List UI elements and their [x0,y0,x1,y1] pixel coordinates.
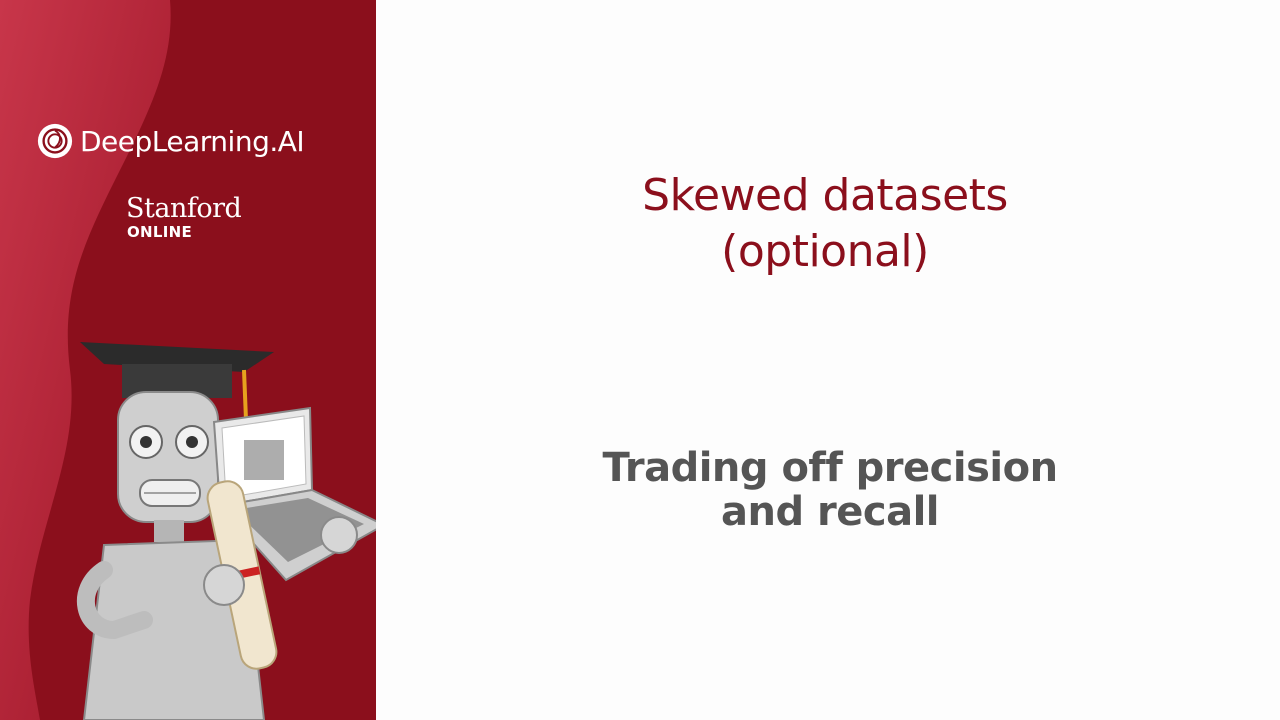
slide-subtitle: Trading off precision and recall [520,446,1140,534]
graduate-robot-with-laptop-icon [77,342,376,720]
slide-title: Skewed datasets (optional) [520,168,1130,280]
slide-title-line-1: Skewed datasets [642,170,1008,221]
stanford-online-logo: Stanford ONLINE [126,193,242,241]
deeplearning-logo-icon [37,123,73,159]
slide-title-line-2: (optional) [721,226,929,277]
logo-text: DeepLearning.AI [80,124,305,158]
slide-subtitle-line-2: and recall [720,489,940,535]
brand-panel: DeepLearning.AI Stanford ONLINE [0,0,376,720]
stanford-name: Stanford [126,193,242,224]
deeplearning-logo: DeepLearning.AI [36,122,305,160]
slide-subtitle-line-1: Trading off precision [602,445,1058,491]
stanford-online: ONLINE [127,223,193,241]
